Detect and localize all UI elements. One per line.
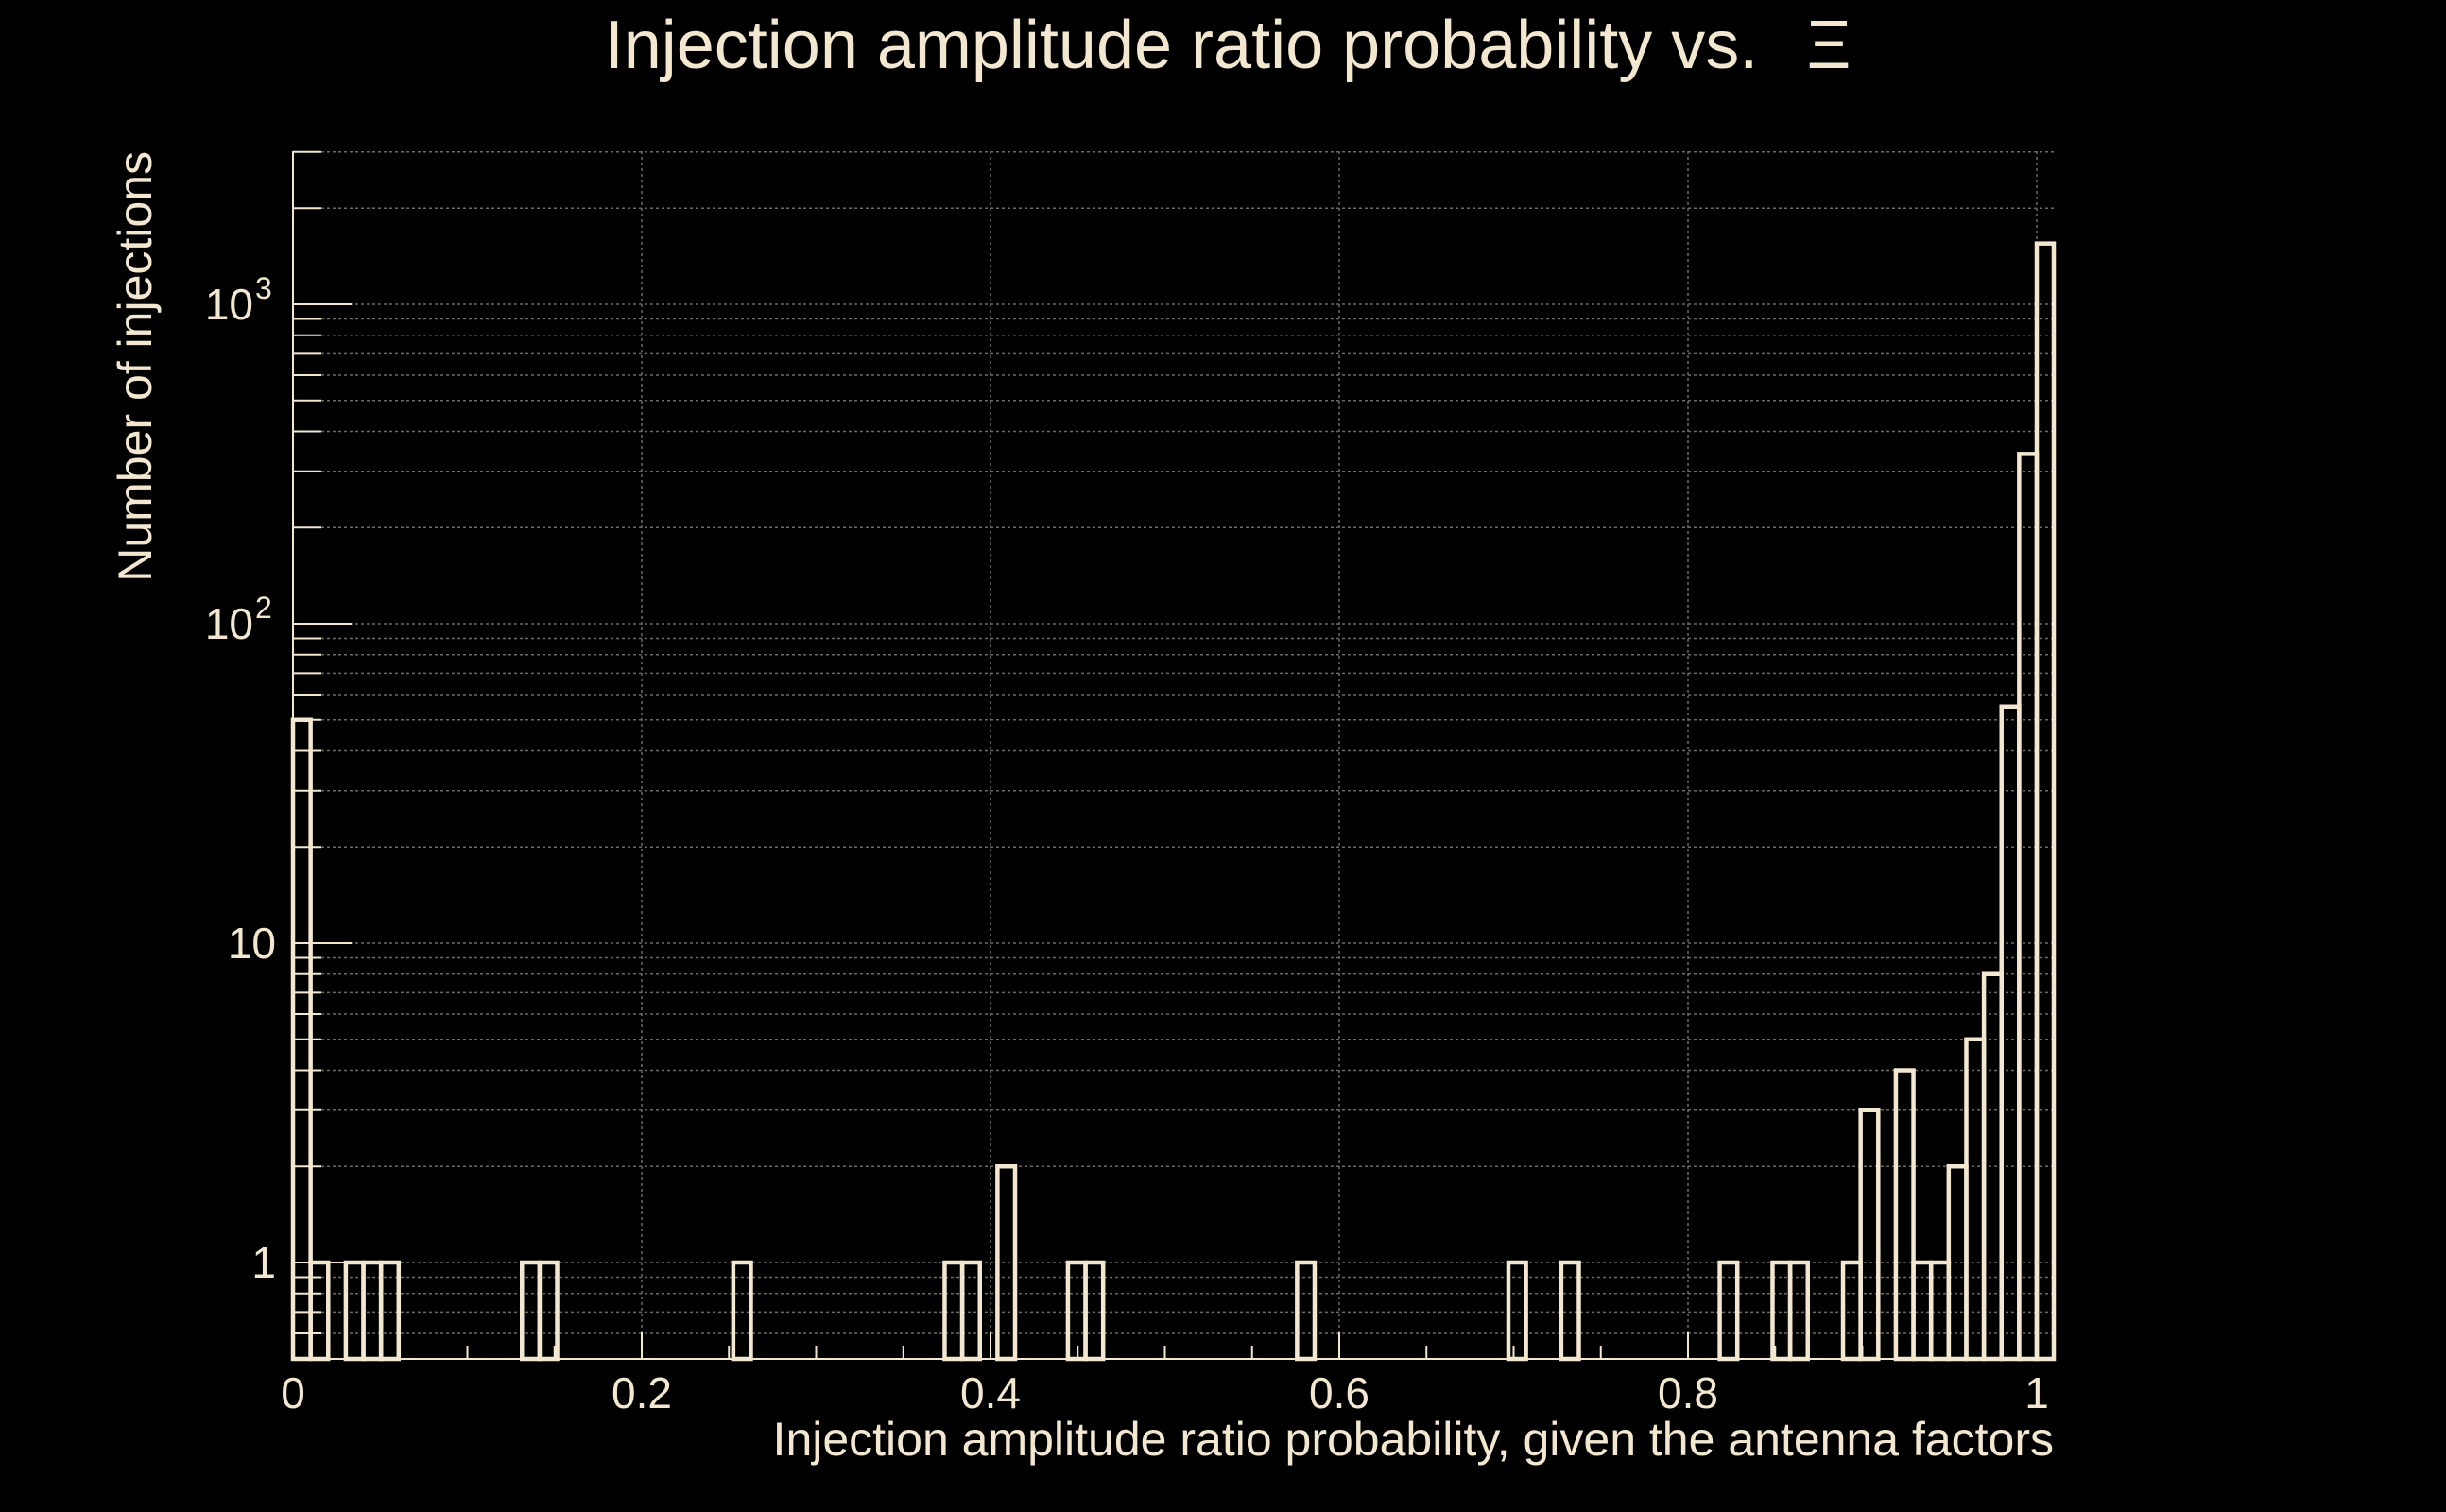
x-tick-label: 0.6 [1309,1368,1369,1418]
x-tick-label: 0.2 [612,1368,672,1418]
y-tick-label: 10 [228,919,276,968]
histogram-bar [731,1260,753,1362]
histogram-bar [1717,1260,1740,1362]
histogram-bar [1083,1260,1106,1362]
histogram-bar [2034,241,2057,1362]
histogram-bar [1295,1260,1318,1362]
y-axis-label: Number of injections [109,151,162,582]
title-symbol: Ξ [1807,8,1852,83]
histogram-bar [959,1260,982,1362]
histogram-bar [308,1260,331,1362]
axes [292,150,2054,1360]
histogram-bar [1559,1260,1581,1362]
grid-lines [292,150,2054,1360]
histogram-bar [1858,1108,1881,1362]
x-axis-label: Injection amplitude ratio probability, g… [773,1413,2054,1466]
histogram-bar [290,717,313,1362]
histogram-bar [343,1260,366,1362]
histogram-bar [995,1164,1018,1362]
x-tick-label: 0.8 [1658,1368,1718,1418]
histogram-bars [290,241,2057,1362]
y-tick-label-exponent: 3 [255,271,272,305]
x-tick-label: 1 [2024,1368,2049,1418]
histogram-bar [1506,1260,1528,1362]
histogram-bar [1999,704,2022,1362]
histogram-bar [378,1260,402,1362]
histogram-bar [1893,1068,1916,1362]
histogram-bar [537,1260,560,1362]
y-tick-label-exponent: 2 [255,591,272,625]
histogram-bar [1840,1260,1863,1362]
x-tick-label: 0.4 [960,1368,1021,1418]
y-tick-label: 10 [205,280,253,329]
chart-title: Injection amplitude ratio probability vs… [605,8,1759,83]
histogram-bar [1787,1260,1811,1362]
histogram-bar [2017,452,2040,1362]
y-tick-label: 10 [205,599,253,648]
x-tick-label: 0 [281,1368,305,1418]
histogram-bar [1964,1037,1987,1362]
histogram-bar [1981,971,2004,1362]
y-tick-label: 1 [251,1238,276,1287]
